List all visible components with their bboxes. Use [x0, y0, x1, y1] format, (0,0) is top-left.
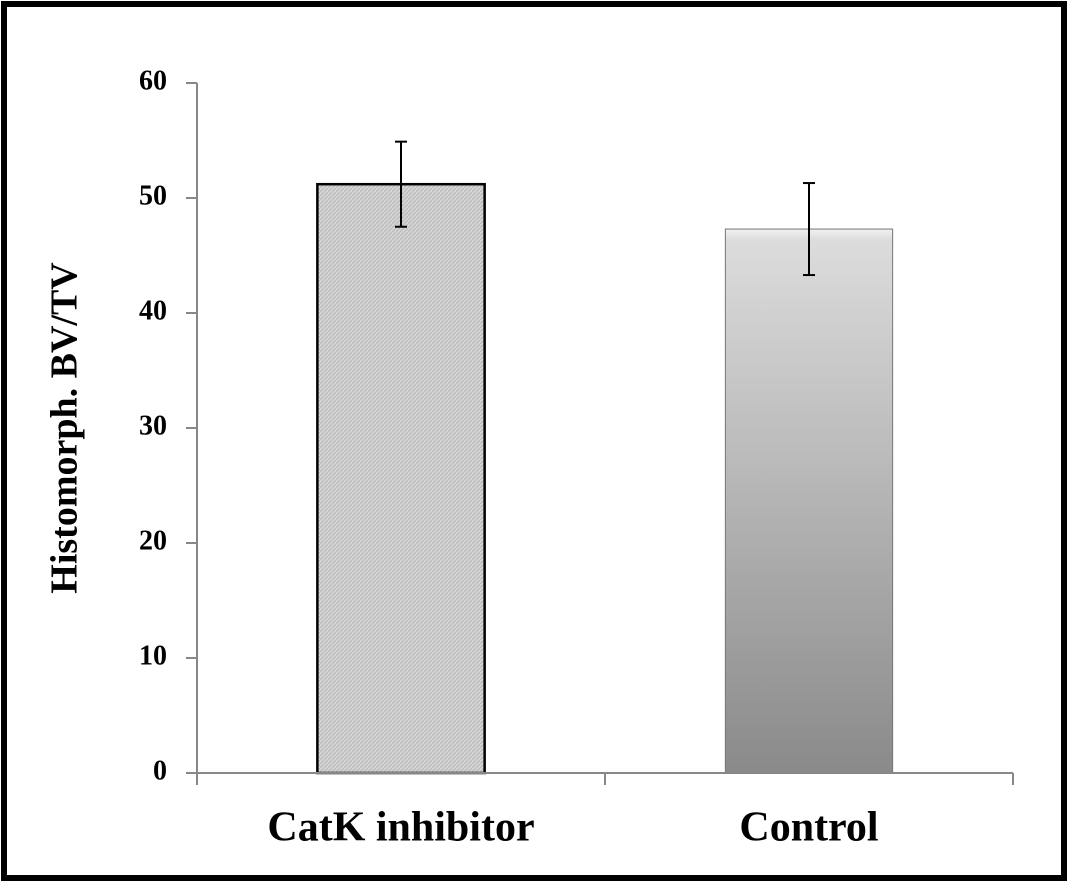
y-tick-label: 50 [139, 180, 167, 211]
y-tick-label: 20 [139, 525, 167, 556]
bar [724, 228, 894, 774]
x-tick-label: CatK inhibitor [267, 805, 534, 851]
x-tick-label: Control [739, 805, 878, 851]
bar [316, 182, 486, 775]
y-tick-label: 0 [153, 755, 167, 786]
y-tick-label: 60 [139, 65, 167, 96]
y-tick-label: 30 [139, 410, 167, 441]
y-axis-label: Histomorph. BV/TV [44, 262, 86, 594]
y-tick-label: 10 [139, 640, 167, 671]
y-tick-label: 40 [139, 295, 167, 326]
